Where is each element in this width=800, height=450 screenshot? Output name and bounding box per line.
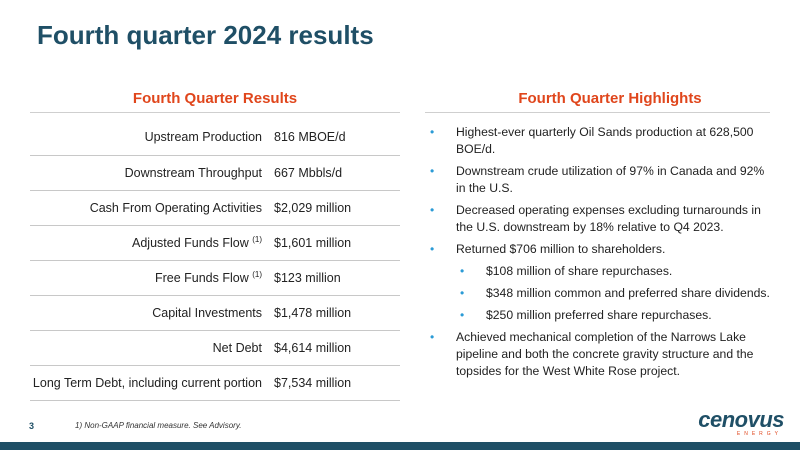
metric-value: 816 MBOE/d	[274, 130, 346, 145]
highlights-list: • Highest-ever quarterly Oil Sands produc…	[428, 124, 773, 385]
bullet-icon: •	[460, 286, 465, 300]
metric-label: Long Term Debt, including current portio…	[32, 375, 262, 390]
metric-value: $123 million	[274, 270, 341, 285]
cenovus-logo: cenovus ENERGY	[698, 407, 784, 438]
page-number: 3	[29, 421, 35, 431]
table-row: Cash From Operating Activities $2,029 mi…	[30, 190, 400, 225]
list-item: • Downstream crude utilization of 97% in …	[430, 164, 765, 195]
sub-list-item: • $108 million of share repurchases.	[460, 264, 673, 278]
list-item: • Returned $706 million to shareholders.	[430, 242, 666, 256]
metric-label: Capital Investments	[152, 305, 262, 320]
table-row: Free Funds Flow (1) $123 million	[30, 260, 400, 295]
list-item: • Highest-ever quarterly Oil Sands produc…	[430, 125, 754, 156]
results-table: Upstream Production 816 MBOE/d Downstrea…	[30, 120, 400, 401]
logo-subtitle: ENERGY	[736, 431, 782, 437]
page-title: Fourth quarter 2024 results	[37, 20, 374, 50]
list-item: • Achieved mechanical completion of the N…	[430, 330, 754, 378]
bullet-icon: •	[430, 125, 435, 139]
footnote-marker: (1)	[252, 269, 262, 279]
metric-label: Cash From Operating Activities	[89, 200, 262, 215]
metric-value: $7,534 million	[274, 375, 352, 390]
metric-label: Downstream Throughput	[124, 165, 262, 180]
bullet-icon: •	[430, 242, 435, 256]
highlights-section-title: Fourth Quarter Highlights	[518, 90, 702, 107]
metric-value: 667 Mbbls/d	[274, 165, 343, 180]
sub-list-item: • $348 million common and preferred share…	[460, 286, 770, 300]
bullet-icon: •	[430, 330, 435, 344]
table-row: Upstream Production 816 MBOE/d	[30, 120, 400, 155]
metric-label: Adjusted Funds Flow (1)	[132, 234, 262, 251]
metric-value: $1,478 million	[274, 305, 352, 320]
footnote: 1) Non-GAAP financial measure. See Advis…	[75, 421, 242, 430]
results-section-title: Fourth Quarter Results	[132, 90, 298, 107]
table-row: Downstream Throughput 667 Mbbls/d	[30, 155, 400, 190]
list-item: • Decreased operating expenses excluding …	[430, 203, 761, 234]
metric-label: Upstream Production	[144, 130, 262, 145]
bullet-icon: •	[460, 308, 465, 322]
bullet-icon: •	[430, 164, 435, 178]
footer-bar	[0, 442, 800, 450]
results-title-divider	[30, 112, 400, 113]
highlights-title-divider	[425, 112, 770, 113]
metric-label: Free Funds Flow (1)	[154, 269, 262, 286]
table-row: Adjusted Funds Flow (1) $1,601 million	[30, 225, 400, 260]
table-row: Capital Investments $1,478 million	[30, 295, 400, 330]
metric-value: $2,029 million	[274, 200, 352, 215]
metric-label: Net Debt	[212, 340, 262, 355]
metric-value: $4,614 million	[274, 340, 352, 355]
bullet-icon: •	[430, 203, 435, 217]
logo-wordmark: cenovus	[698, 407, 784, 432]
bullet-icon: •	[460, 264, 465, 278]
footnote-marker: (1)	[252, 234, 262, 244]
metric-value: $1,601 million	[274, 235, 352, 250]
table-row: Net Debt $4,614 million	[30, 330, 400, 365]
table-row: Long Term Debt, including current portio…	[30, 365, 400, 400]
sub-list-item: • $250 million preferred share repurchase…	[460, 308, 712, 322]
